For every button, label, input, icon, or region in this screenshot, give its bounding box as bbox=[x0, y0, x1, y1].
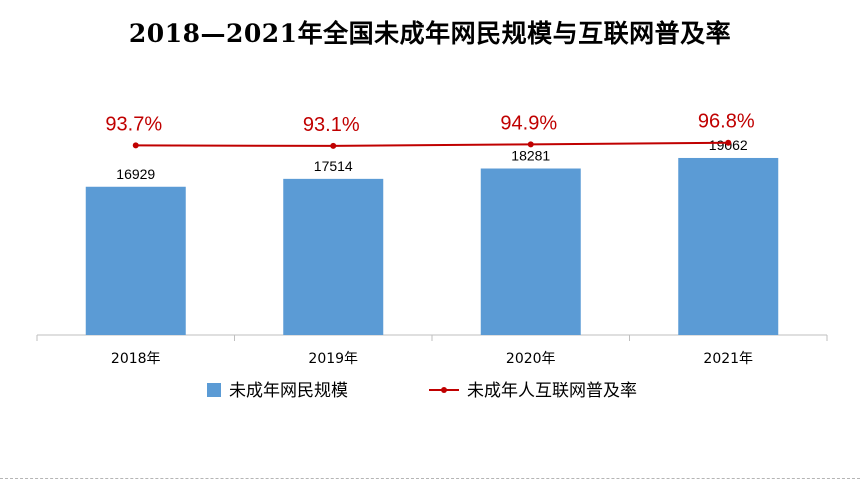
x-tick-label: 2018年 bbox=[111, 351, 161, 367]
chart-title: 2018—2021年全国未成年网民规模与互联网普及率 bbox=[128, 19, 732, 48]
x-tick-label: 2020年 bbox=[506, 351, 556, 367]
rate-point bbox=[725, 139, 732, 146]
rate-point bbox=[527, 141, 534, 148]
bar-2019 bbox=[283, 178, 384, 335]
legend-label-bar: 未成年网民规模 bbox=[229, 381, 348, 401]
bar-value-label: 16929 bbox=[116, 166, 155, 182]
bar-2020 bbox=[480, 168, 581, 335]
legend-label-line: 未成年人互联网普及率 bbox=[467, 381, 637, 401]
x-tick-label: 2019年 bbox=[308, 351, 358, 367]
rate-value-label: 93.1% bbox=[303, 114, 360, 136]
rate-value-label: 93.7% bbox=[105, 113, 162, 135]
rate-point bbox=[330, 142, 337, 149]
x-tick-label: 2021年 bbox=[703, 351, 753, 367]
legend-line-marker bbox=[441, 387, 447, 393]
legend-swatch-bar bbox=[207, 383, 221, 397]
bar-value-label: 17514 bbox=[314, 158, 353, 174]
bar-value-label: 18281 bbox=[511, 148, 550, 164]
rate-value-label: 96.8% bbox=[698, 111, 755, 133]
rate-point bbox=[132, 142, 139, 149]
rate-value-label: 94.9% bbox=[500, 112, 557, 134]
bar-2021 bbox=[678, 157, 779, 335]
rate-line-path bbox=[135, 141, 729, 147]
bottom-divider bbox=[0, 478, 860, 479]
bar-2018 bbox=[85, 186, 186, 335]
